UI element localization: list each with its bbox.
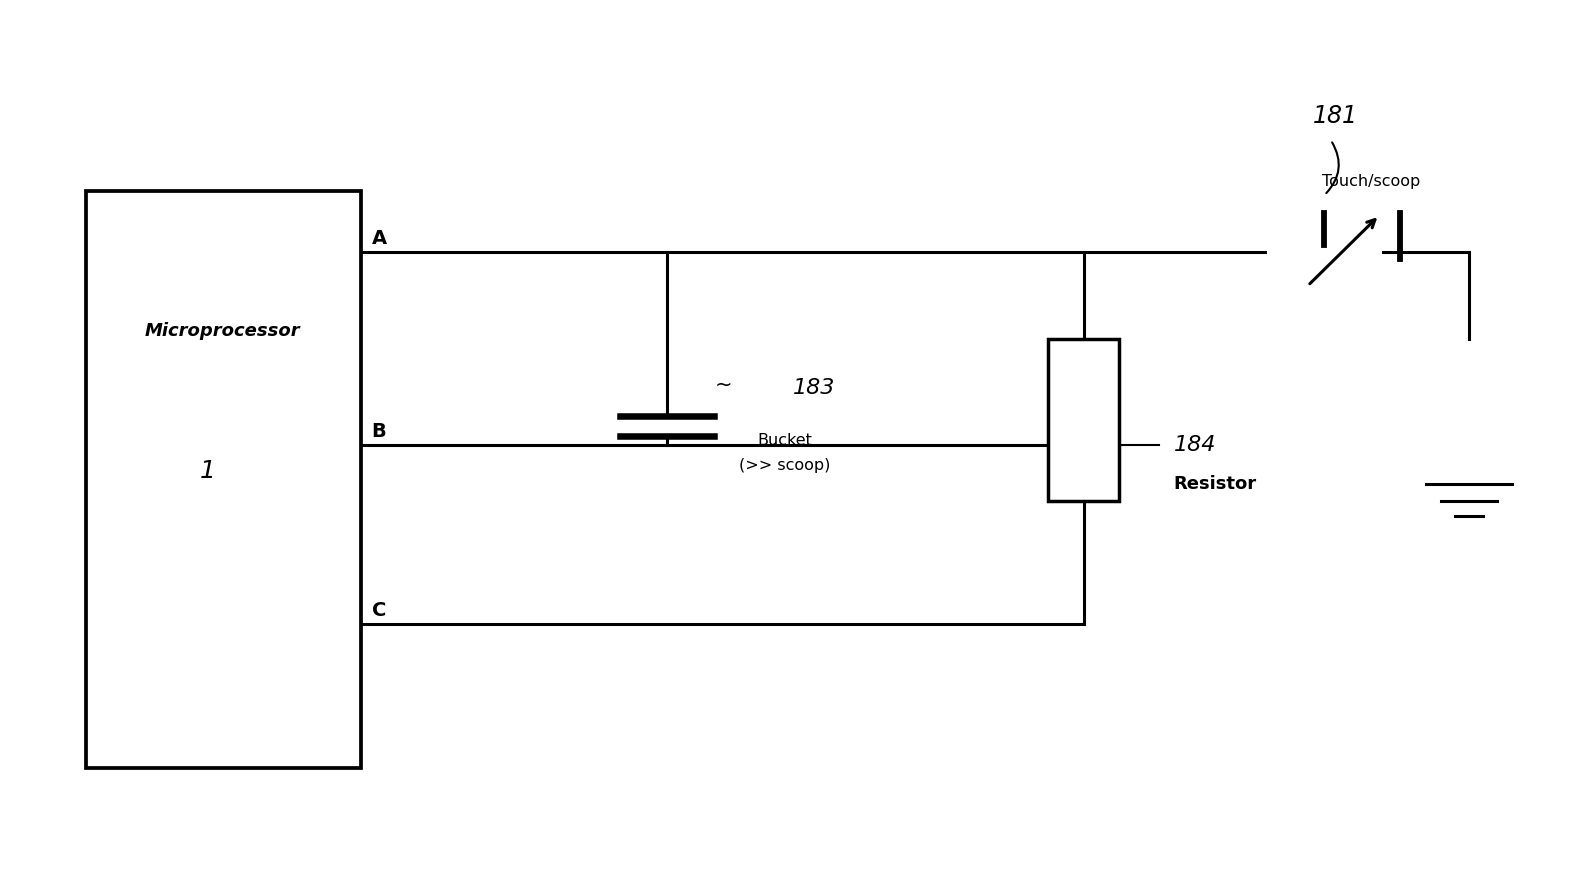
Text: A: A [371, 229, 387, 248]
Text: B: B [371, 422, 387, 441]
Text: 181: 181 [1313, 104, 1358, 128]
Text: Microprocessor: Microprocessor [144, 322, 300, 340]
Text: Bucket: Bucket [758, 433, 812, 448]
Text: 184: 184 [1174, 435, 1216, 454]
Text: 1: 1 [200, 459, 216, 483]
Text: Resistor: Resistor [1174, 475, 1256, 493]
Text: 183: 183 [793, 378, 836, 397]
Bar [86, 191, 360, 768]
Text: Touch/scoop: Touch/scoop [1323, 174, 1421, 189]
Text: (>> scoop): (>> scoop) [739, 458, 831, 473]
Bar [1048, 340, 1120, 501]
Text: C: C [371, 601, 385, 621]
Text: ~: ~ [715, 375, 733, 395]
